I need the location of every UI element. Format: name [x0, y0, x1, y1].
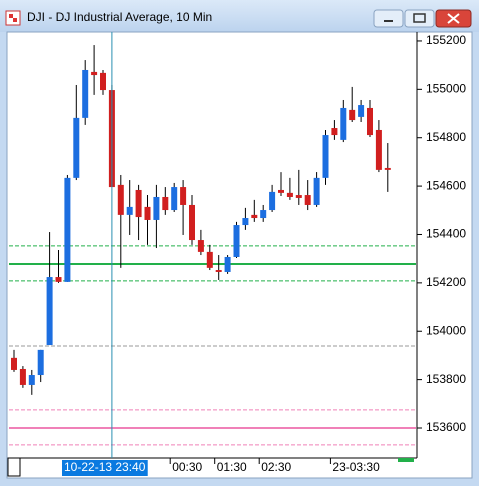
candle-body	[82, 69, 89, 118]
candle-body	[100, 72, 106, 91]
candle-body	[153, 196, 160, 220]
y-tick-label: 155000	[426, 82, 466, 96]
x-tick-label: 02:30	[261, 460, 291, 474]
candle-body	[322, 135, 329, 178]
y-tick-label: 154800	[426, 130, 466, 144]
candle-body	[242, 218, 249, 226]
candle-body	[233, 225, 240, 257]
candle-body	[126, 206, 133, 215]
app-icon-part	[13, 18, 17, 22]
candle-body	[135, 189, 142, 218]
candle-body	[313, 177, 320, 205]
candle-body	[278, 189, 284, 193]
candle-body	[215, 270, 222, 272]
x-tick-label: 01:30	[217, 460, 247, 474]
candle-body	[260, 210, 267, 219]
y-tick-label: 154000	[426, 323, 466, 337]
candle-body	[349, 109, 356, 121]
crosshair-label-bg	[62, 460, 148, 476]
maximize-icon	[413, 13, 426, 23]
candle-body	[189, 204, 195, 241]
y-tick-label: 155200	[426, 33, 466, 47]
candle-body	[162, 196, 169, 211]
candle-body	[117, 184, 124, 215]
candle-body	[46, 277, 53, 346]
candle-body	[64, 177, 71, 282]
candle-body	[28, 375, 35, 385]
candle-body	[286, 192, 293, 197]
candle-body	[73, 117, 80, 178]
y-tick-label: 154400	[426, 227, 466, 241]
candle-body	[19, 368, 26, 385]
candle-body	[197, 240, 204, 252]
minimize-button[interactable]	[373, 9, 404, 28]
candle-body	[144, 206, 151, 220]
candle-body	[367, 107, 373, 136]
candle-body	[11, 357, 17, 370]
y-tick-label: 153600	[426, 420, 466, 434]
candle-body	[91, 71, 98, 76]
candle-body	[384, 167, 391, 170]
y-tick-label: 154200	[426, 275, 466, 289]
window-title: DJI - DJ Industrial Average, 10 Min	[27, 10, 212, 24]
x-tick-label: 00:30	[172, 460, 202, 474]
candle-body	[171, 187, 178, 211]
candle-body	[358, 105, 365, 117]
corner-box	[7, 457, 21, 477]
candle-body	[304, 195, 311, 205]
candle-body	[206, 251, 213, 268]
maximize-button[interactable]	[404, 9, 435, 28]
candle-body	[251, 214, 258, 219]
close-icon	[447, 13, 460, 24]
candle-body	[55, 277, 62, 282]
candle-body	[375, 129, 382, 170]
y-tick-label: 154600	[426, 178, 466, 192]
candle-body	[340, 107, 347, 140]
candle-body	[295, 195, 302, 198]
candle-body	[37, 349, 44, 376]
candle-body	[269, 191, 276, 211]
candle-body	[331, 128, 338, 136]
crosshair-label: 10-22-13 23:40	[64, 460, 146, 474]
app-icon-part	[9, 14, 13, 18]
x-tick-label: 23-03:30	[332, 460, 380, 474]
candle-body	[224, 256, 231, 272]
candle-body	[180, 187, 187, 205]
scroll-marker	[398, 458, 414, 462]
y-tick-label: 153800	[426, 372, 466, 386]
